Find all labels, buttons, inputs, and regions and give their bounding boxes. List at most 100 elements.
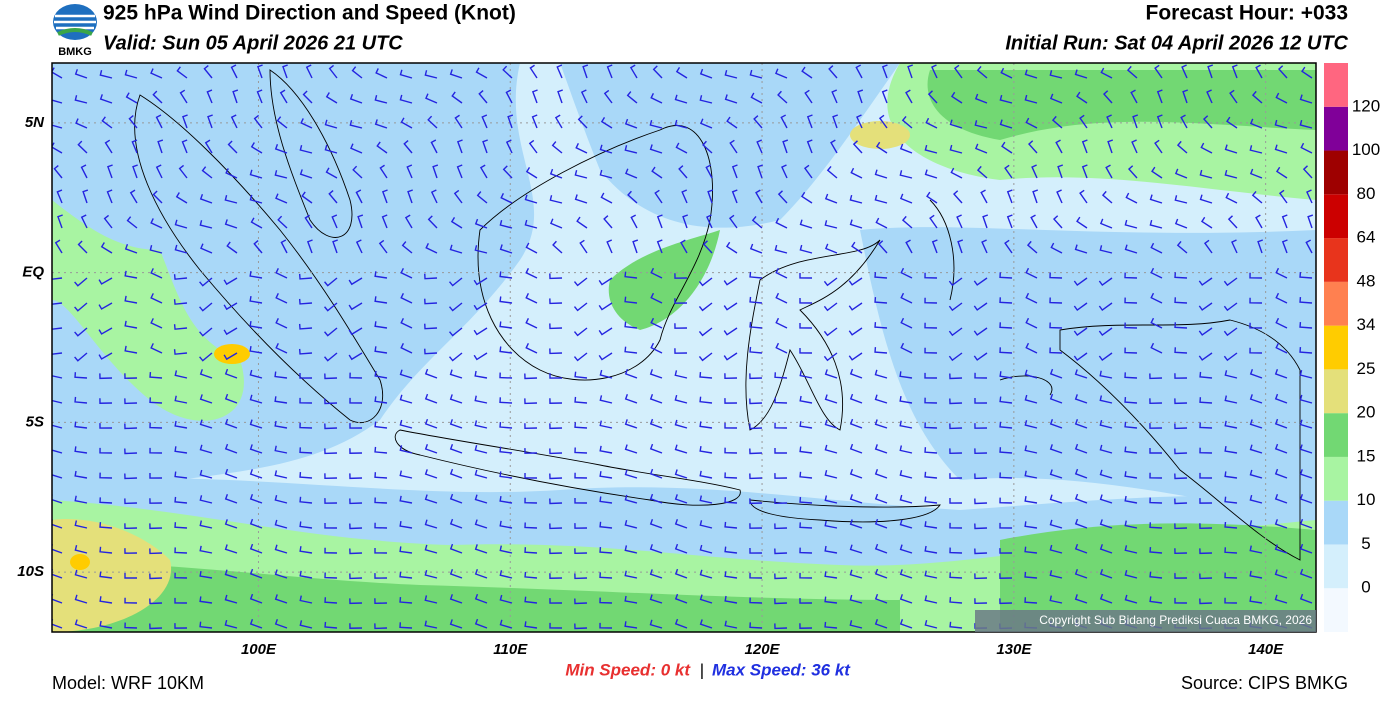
wind-barb — [325, 167, 338, 179]
wind-barb — [1052, 215, 1063, 229]
wind-barb — [899, 445, 913, 454]
wind-barb — [699, 619, 713, 629]
wind-barb — [650, 317, 663, 329]
wind-barb — [999, 272, 1013, 279]
wind-barb — [899, 170, 913, 179]
wind-barb — [1099, 444, 1113, 454]
wind-barb — [1103, 90, 1113, 104]
wind-barb — [324, 119, 338, 129]
wind-barb — [749, 498, 763, 505]
wind-barb — [774, 473, 788, 479]
wind-barb — [499, 296, 513, 304]
wind-barb — [649, 468, 663, 479]
wind-barb — [524, 497, 538, 504]
wind-barb — [1073, 302, 1088, 312]
wind-barb — [1124, 446, 1138, 454]
wind-barb — [152, 90, 163, 104]
wind-barb — [974, 598, 988, 605]
wind-barb — [1073, 327, 1088, 337]
wind-barb — [1124, 569, 1138, 579]
wind-barb — [227, 140, 238, 154]
wind-barb — [1224, 572, 1238, 579]
wind-barb — [674, 618, 688, 629]
axis-labels: 100E 110E 120E 130E 140E 5N EQ 5S 10S — [17, 114, 1284, 658]
wind-barb — [324, 327, 338, 337]
wind-barb — [1251, 191, 1263, 204]
wind-barb — [499, 594, 513, 604]
wind-barb — [1305, 239, 1313, 254]
wind-barb — [905, 89, 913, 104]
wind-barb — [848, 277, 863, 286]
wind-barb — [352, 165, 363, 179]
wind-barb — [1024, 420, 1038, 429]
wind-barb — [598, 352, 613, 361]
wind-barb — [1073, 277, 1088, 287]
wind-barb — [52, 469, 63, 479]
wind-barb — [1174, 597, 1188, 604]
colorbar-swatch — [1324, 106, 1348, 151]
wind-barb — [724, 620, 738, 629]
wind-barb — [924, 496, 938, 504]
colorbar-label: 80 — [1357, 184, 1376, 203]
wind-barb — [482, 139, 488, 154]
colorbar-swatch — [1324, 544, 1348, 589]
wind-barb — [574, 422, 588, 429]
wind-barb — [603, 89, 613, 104]
wind-barb — [749, 448, 763, 455]
wind-barb — [699, 569, 713, 579]
wind-barb — [150, 268, 163, 279]
wind-barb — [974, 93, 988, 104]
wind-barb — [974, 548, 988, 555]
wind-barb — [799, 395, 813, 404]
wind-barb — [1049, 322, 1063, 329]
wind-barb — [649, 493, 663, 504]
wind-barb — [149, 548, 163, 555]
wind-barb — [650, 292, 663, 304]
wind-barb — [474, 469, 488, 479]
wind-barb — [399, 596, 413, 604]
wind-barb — [927, 90, 938, 104]
wind-barb — [1275, 342, 1288, 354]
wind-barb — [52, 67, 63, 79]
wind-barb — [799, 370, 813, 379]
wind-barb — [1149, 596, 1163, 604]
wind-barb — [949, 119, 963, 129]
wind-barb — [1024, 394, 1038, 404]
wind-barb — [1226, 116, 1238, 129]
wind-barb — [299, 570, 313, 579]
wind-barb — [1299, 297, 1313, 304]
wind-barb — [224, 494, 238, 504]
wind-barb — [750, 92, 763, 104]
source: Source: CIPS BMKG — [1181, 673, 1348, 693]
wind-barb — [1281, 214, 1288, 229]
wind-barb — [1074, 369, 1088, 379]
wind-barb — [599, 547, 613, 554]
wind-barb — [524, 621, 538, 629]
lat-label: 5S — [26, 413, 44, 430]
wind-barb — [173, 274, 188, 280]
wind-barb — [724, 398, 738, 404]
wind-barb — [824, 596, 838, 604]
wind-barb — [799, 421, 813, 429]
wind-barb — [777, 190, 788, 204]
wind-barb — [849, 519, 863, 529]
wind-barb — [282, 64, 288, 79]
wind-barb — [74, 95, 88, 104]
lat-label: 5N — [25, 114, 45, 131]
wind-barb — [749, 271, 763, 279]
wind-barb — [1249, 145, 1263, 154]
wind-barb — [1049, 595, 1063, 604]
wind-barb — [924, 619, 938, 629]
wind-barb — [1278, 189, 1288, 204]
wind-barb — [1100, 67, 1113, 79]
wind-barb — [1149, 219, 1163, 229]
wind-barb — [606, 64, 613, 79]
copyright-box — [975, 610, 1316, 632]
wind-barb — [999, 371, 1013, 379]
wind-barb — [574, 396, 588, 404]
wind-barb — [874, 419, 888, 429]
wind-barb — [1223, 327, 1238, 337]
wind-barb — [155, 164, 163, 179]
wind-barb — [924, 372, 938, 379]
wind-barb — [124, 523, 138, 530]
